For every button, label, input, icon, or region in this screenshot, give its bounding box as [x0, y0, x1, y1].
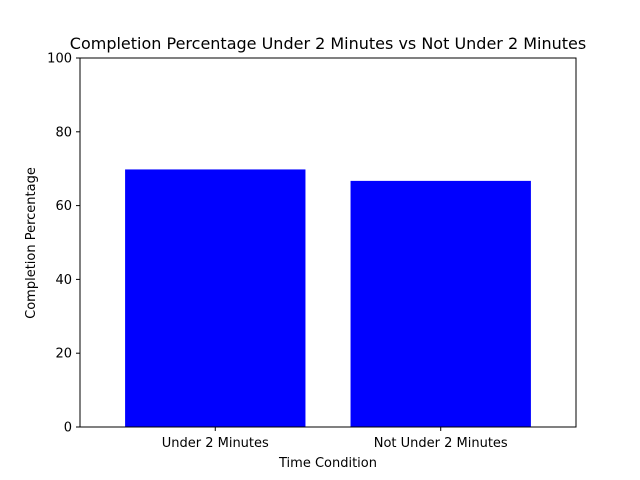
bar-0 — [125, 169, 306, 428]
x-tick-label: Under 2 Minutes — [162, 436, 269, 451]
bars-group — [125, 169, 531, 428]
x-tick-label: Not Under 2 Minutes — [374, 436, 508, 451]
y-tick-label: 0 — [64, 421, 72, 436]
x-axis-ticks: Under 2 Minutes Not Under 2 Minutes — [162, 427, 508, 451]
x-axis-label: Time Condition — [278, 456, 377, 471]
y-tick-label: 40 — [55, 273, 72, 288]
y-axis-ticks: 0 20 40 60 80 100 — [47, 52, 80, 436]
plot-frame — [79, 57, 577, 428]
y-tick-label: 20 — [55, 347, 72, 362]
bar-1 — [350, 180, 531, 427]
chart-title: Completion Percentage Under 2 Minutes vs… — [70, 34, 586, 53]
y-axis-label: Completion Percentage — [24, 167, 39, 319]
y-tick-label: 80 — [55, 125, 72, 140]
y-tick-label: 60 — [55, 199, 72, 214]
y-tick-label: 100 — [47, 52, 72, 67]
